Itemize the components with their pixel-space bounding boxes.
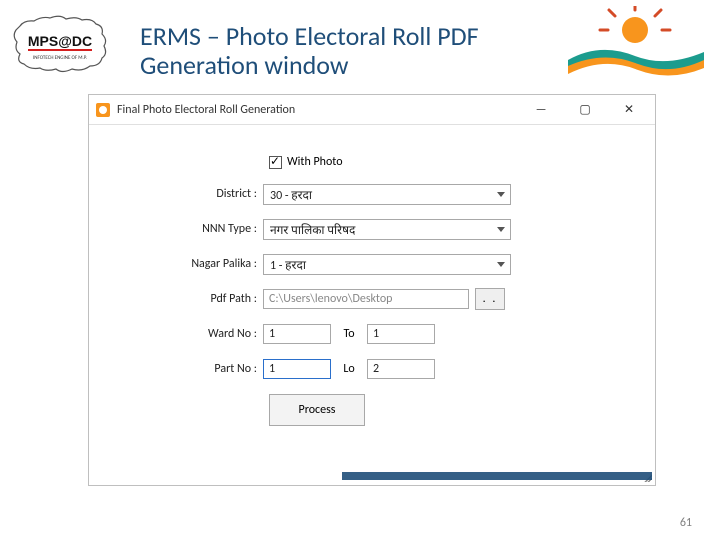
nnn-type-select[interactable]: नगर पालिका परिषद bbox=[263, 219, 511, 240]
ward-from-input[interactable]: 1 bbox=[263, 324, 331, 344]
process-button[interactable]: Process bbox=[269, 394, 365, 426]
window-titlebar: Final Photo Electoral Roll Generation — … bbox=[89, 95, 655, 125]
window-title: Final Photo Electoral Roll Generation bbox=[117, 103, 519, 117]
app-icon bbox=[95, 102, 111, 118]
photo-roll-generation-window: Final Photo Electoral Roll Generation — … bbox=[88, 94, 656, 486]
part-from-input[interactable]: 1 bbox=[263, 359, 331, 379]
ward-to-label: To bbox=[331, 327, 367, 341]
logo-tagline: INFOTECH ENGINE OF M.P. bbox=[33, 55, 87, 61]
part-to-input[interactable]: 2 bbox=[367, 359, 435, 379]
part-to-label: Lo bbox=[331, 362, 367, 376]
slide-title: ERMS – Photo Electoral Roll PDF Generati… bbox=[140, 22, 540, 79]
close-button[interactable]: ✕ bbox=[607, 96, 651, 124]
part-no-label: Part No : bbox=[113, 362, 263, 376]
footer-accent-bar bbox=[342, 472, 652, 480]
minimize-button[interactable]: — bbox=[519, 96, 563, 124]
mpsedc-logo: MPS@DC INFOTECH ENGINE OF M.P. bbox=[10, 14, 110, 74]
district-label: District : bbox=[113, 187, 263, 201]
svg-text:MPS@DC: MPS@DC bbox=[28, 33, 92, 49]
form-area: With Photo District : 30 - हरदा NNN Type… bbox=[89, 125, 655, 436]
page-number: 61 bbox=[680, 516, 692, 530]
with-photo-checkbox[interactable] bbox=[269, 156, 282, 169]
nagar-palika-label: Nagar Palika : bbox=[113, 257, 263, 271]
browse-button[interactable]: . . bbox=[475, 288, 505, 310]
ward-to-input[interactable]: 1 bbox=[367, 324, 435, 344]
nnn-type-label: NNN Type : bbox=[113, 222, 263, 236]
with-photo-label: With Photo bbox=[287, 155, 343, 169]
pdf-path-label: Pdf Path : bbox=[113, 292, 263, 306]
pdf-path-input[interactable]: C:\Users\lenovo\Desktop bbox=[263, 289, 469, 309]
ward-no-label: Ward No : bbox=[113, 327, 263, 341]
district-select[interactable]: 30 - हरदा bbox=[263, 184, 511, 205]
nagar-palika-select[interactable]: 1 - हरदा bbox=[263, 254, 511, 275]
eci-sun-logo bbox=[560, 6, 710, 84]
maximize-button[interactable]: ▢ bbox=[563, 96, 607, 124]
